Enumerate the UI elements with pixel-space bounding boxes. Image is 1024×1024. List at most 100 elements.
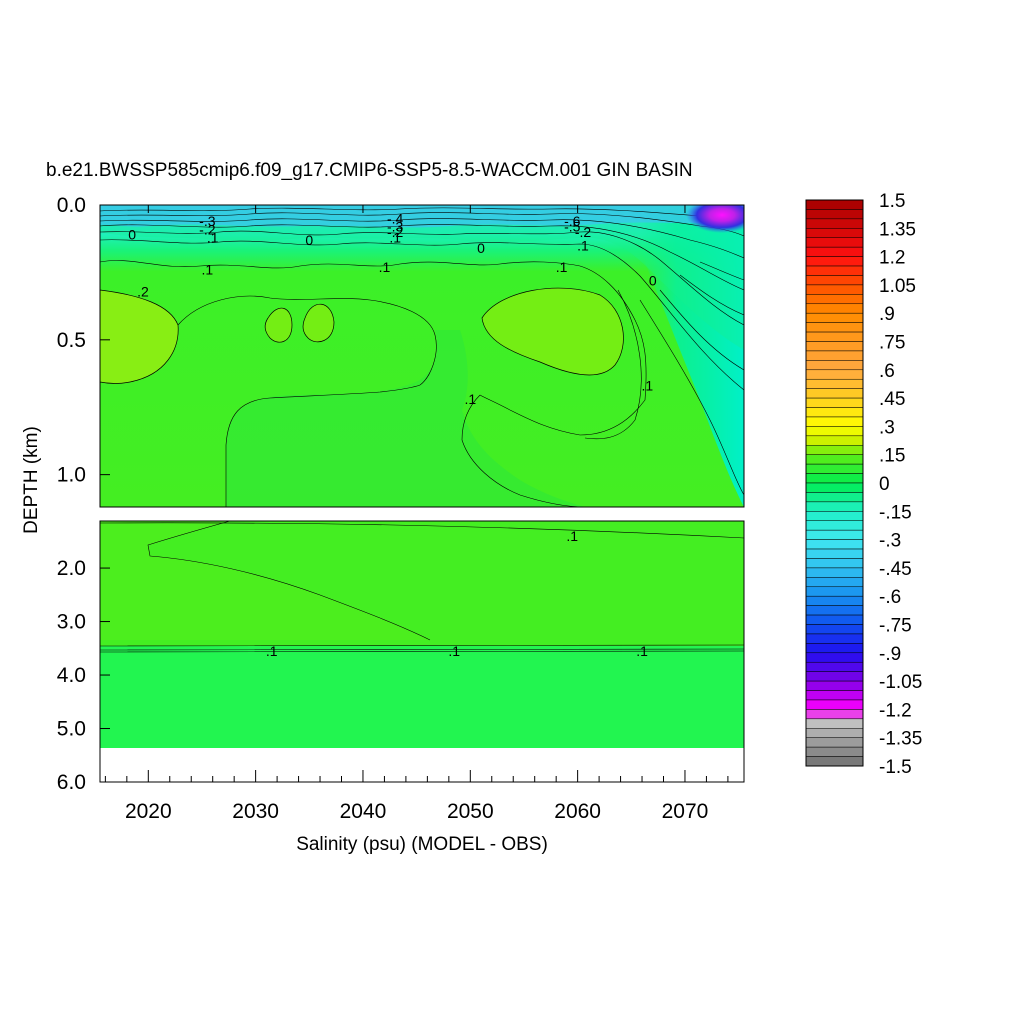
contour-label: .1: [448, 643, 460, 659]
axis-ticks: 2020 2030 2040 2050 2060 2070 0.0 0.5 1.0 2.0 3.0 4…: [57, 194, 729, 823]
y-tick-label: 5.0: [57, 718, 86, 741]
colorbar-box: [805, 756, 864, 767]
colorbar-box: [805, 520, 864, 531]
contour-label: .1: [636, 643, 648, 659]
contour-label: -.2: [387, 224, 404, 240]
colorbar-box: [805, 595, 864, 606]
colorbar-box: [805, 633, 864, 644]
contour-label: .1: [379, 259, 391, 275]
colorbar-box: [805, 228, 864, 238]
colorbar-label: .15: [879, 446, 905, 467]
colorbar-box: [805, 652, 864, 663]
y-tick-label: 1.0: [57, 464, 86, 487]
colorbar-label: .3: [879, 417, 895, 438]
y-tick-label: 4.0: [57, 664, 86, 687]
colorbar-box: [805, 294, 864, 305]
colorbar-box: [805, 199, 864, 210]
colorbar-box: [805, 407, 864, 418]
contour-label: .1: [266, 643, 278, 659]
contour-label: 0: [128, 227, 136, 243]
contour-label: .1: [464, 391, 476, 407]
x-tick-label: 2070: [662, 800, 709, 823]
contour-label: .1: [389, 229, 401, 245]
colorbar-box: [805, 426, 864, 437]
colorbar-label: -1.35: [879, 729, 922, 750]
contour-label: -.3: [387, 219, 404, 235]
colorbar-box: [805, 737, 864, 748]
colorbar-box: [805, 312, 864, 323]
colorbar-box: [805, 529, 864, 540]
contour-label: .1: [577, 237, 589, 253]
contour-label: .1: [566, 528, 578, 544]
surface-band: [100, 205, 744, 228]
contour-label: .1: [642, 378, 654, 394]
colorbar-label: -.3: [879, 531, 901, 552]
colorbar-label: 1.05: [879, 276, 916, 297]
colorbar-label: 1.2: [879, 248, 905, 269]
colorbar-box: [805, 567, 864, 578]
colorbar-label: -1.2: [879, 700, 912, 721]
colorbar-box: [805, 614, 864, 625]
colorbar-box: [805, 482, 864, 493]
lower-green-region: [226, 330, 585, 507]
colorbar-label: 1.35: [879, 219, 916, 240]
colorbar-box: [805, 209, 864, 220]
colorbar-label: -1.5: [879, 757, 912, 778]
upper-frame: [99, 204, 745, 508]
x-tick-label: 2040: [340, 800, 387, 823]
colorbar-box: [805, 643, 864, 654]
x-tick-label: 2020: [125, 800, 172, 823]
colorbar-box: [805, 586, 864, 597]
colorbar-box: [805, 680, 864, 691]
colorbar-frame: [805, 199, 864, 767]
contour-label: 0: [305, 232, 313, 248]
contour-label: .1: [201, 262, 213, 278]
colorbar-box: [805, 492, 864, 503]
contour-label: -.5: [564, 219, 581, 235]
colorbar-box: [805, 218, 864, 229]
deep-isolines: [100, 521, 744, 653]
contour-label: 0: [649, 273, 657, 289]
colorbar-box: [805, 624, 864, 635]
salinity-max-region-center-1: [264, 307, 293, 343]
surface-minimum-region: [686, 205, 744, 233]
colorbar-label: -.75: [879, 616, 912, 637]
colorbar-box: [805, 369, 864, 380]
colorbar-box: [805, 397, 864, 408]
colorbar-box: [805, 577, 864, 588]
colorbar-label: -.6: [879, 587, 901, 608]
right-front-region: [640, 205, 744, 507]
colorbar-box: [805, 445, 864, 455]
contour-label: -.3: [199, 213, 216, 229]
contour-label: -.6: [564, 213, 581, 229]
colorbar-label: .9: [879, 304, 895, 325]
colorbar-box: [805, 746, 864, 757]
colorbar-label: -.15: [879, 502, 912, 523]
colorbar-box: [805, 463, 864, 474]
contour-label: 0: [477, 240, 485, 256]
colorbar-label: .6: [879, 361, 895, 382]
colorbar-box: [805, 709, 864, 720]
chart-title: b.e21.BWSSP585cmip6.f09_g17.CMIP6-SSP5-8…: [46, 160, 693, 181]
colorbar-box: [805, 284, 864, 295]
y-axis-label: DEPTH (km): [21, 426, 42, 534]
colorbar-label: -.45: [879, 559, 912, 580]
contour-label: .1: [556, 259, 568, 275]
contour-labels: 0 000.1.1.1.1.1.1.1.1.2-.3-.2-.4-.3-.2-.6…: [128, 210, 657, 658]
contour-label: .1: [207, 229, 219, 245]
colorbar-box: [805, 416, 864, 427]
y-tick-label: 2.0: [57, 557, 86, 580]
upper-panel: [99, 204, 745, 508]
colorbar-box: [805, 690, 864, 701]
y-tick-label: 0.0: [57, 194, 86, 217]
colorbar-box: [805, 511, 864, 521]
colorbar-box: [805, 322, 864, 333]
colorbar-box: [805, 388, 864, 399]
contour-label: -.2: [199, 221, 216, 237]
colorbar-box: [805, 246, 864, 257]
colorbar-box: [805, 350, 864, 361]
contour-label: -.4: [387, 210, 404, 226]
colorbar-box: [805, 265, 864, 276]
colorbar-box: [805, 360, 864, 371]
